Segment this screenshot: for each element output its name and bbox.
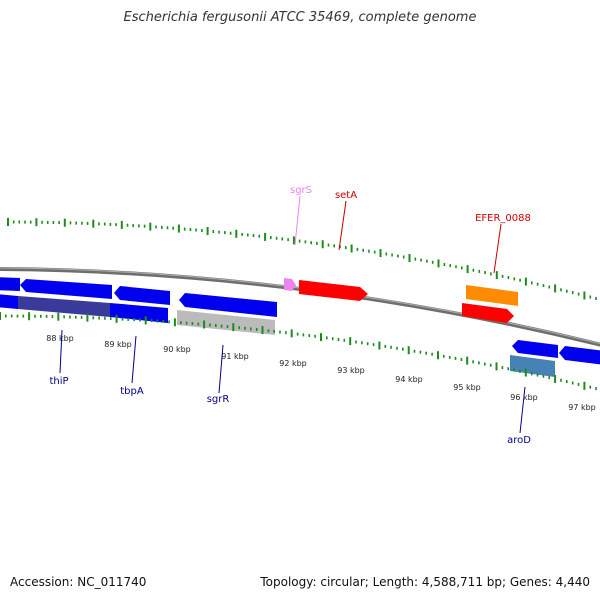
gene-feature-blue[interactable] [114, 286, 170, 305]
gene-label-aroD[interactable]: aroD [507, 435, 531, 446]
gene-feature-blue[interactable] [110, 303, 168, 323]
leader-line-thiP [59, 329, 63, 374]
gene-feature-blue[interactable] [0, 277, 20, 291]
gene-labels: thiP tbpA sgrR sgrS setA EFER_0088 aroD [49, 185, 531, 446]
scale-label: 97 kbp [568, 403, 596, 412]
gene-label-setA[interactable]: setA [335, 190, 357, 201]
gene-label-thiP[interactable]: thiP [49, 376, 68, 387]
leader-line-aroD [519, 386, 526, 434]
leader-line-sgrR [218, 344, 224, 394]
scale-label: 92 kbp [279, 359, 307, 368]
scale-label: 93 kbp [337, 366, 365, 375]
accession-label: Accession: NC_011740 [10, 575, 147, 589]
gene-feature-aroD[interactable] [510, 355, 555, 377]
gene-features [0, 277, 600, 377]
scale-labels: 88 kbp 89 kbp 90 kbp 91 kbp 92 kbp 93 kb… [46, 334, 596, 412]
gene-feature-EFER_0088[interactable] [466, 285, 518, 306]
gene-feature-red[interactable] [462, 303, 514, 323]
scale-label: 89 kbp [104, 340, 132, 349]
scale-label: 91 kbp [221, 352, 249, 361]
leader-line-EFER_0088 [493, 223, 502, 274]
gene-feature-darkblue[interactable] [18, 296, 110, 317]
gene-label-tbpA[interactable]: tbpA [120, 386, 144, 397]
scale-label: 94 kbp [395, 375, 423, 384]
gene-feature-blue[interactable] [559, 346, 600, 365]
gene-feature-sgrS[interactable] [284, 278, 296, 291]
gene-feature-blue[interactable] [20, 279, 112, 299]
scale-label: 90 kbp [163, 345, 191, 354]
gene-label-sgrS[interactable]: sgrS [290, 185, 312, 196]
gene-feature-blue[interactable] [0, 294, 18, 309]
scale-label: 88 kbp [46, 334, 74, 343]
gene-feature-setA[interactable] [299, 280, 368, 301]
leader-line-tbpA [131, 335, 137, 384]
scale-label: 95 kbp [453, 383, 481, 392]
label-leaders [59, 195, 526, 434]
scale-ticks-upper [7, 218, 597, 300]
map-title: Escherichia fergusonii ATCC 35469, compl… [123, 10, 477, 25]
gene-label-sgrR[interactable]: sgrR [207, 394, 230, 405]
gene-feature-blue[interactable] [512, 340, 558, 358]
leader-line-setA [338, 200, 347, 251]
genome-summary: Topology: circular; Length: 4,588,711 bp… [260, 575, 590, 589]
gene-feature-blue[interactable] [179, 293, 277, 317]
leader-line-sgrS [294, 195, 301, 246]
gene-label-EFER_0088[interactable]: EFER_0088 [475, 213, 531, 224]
scale-ticks-lower [0, 312, 597, 391]
